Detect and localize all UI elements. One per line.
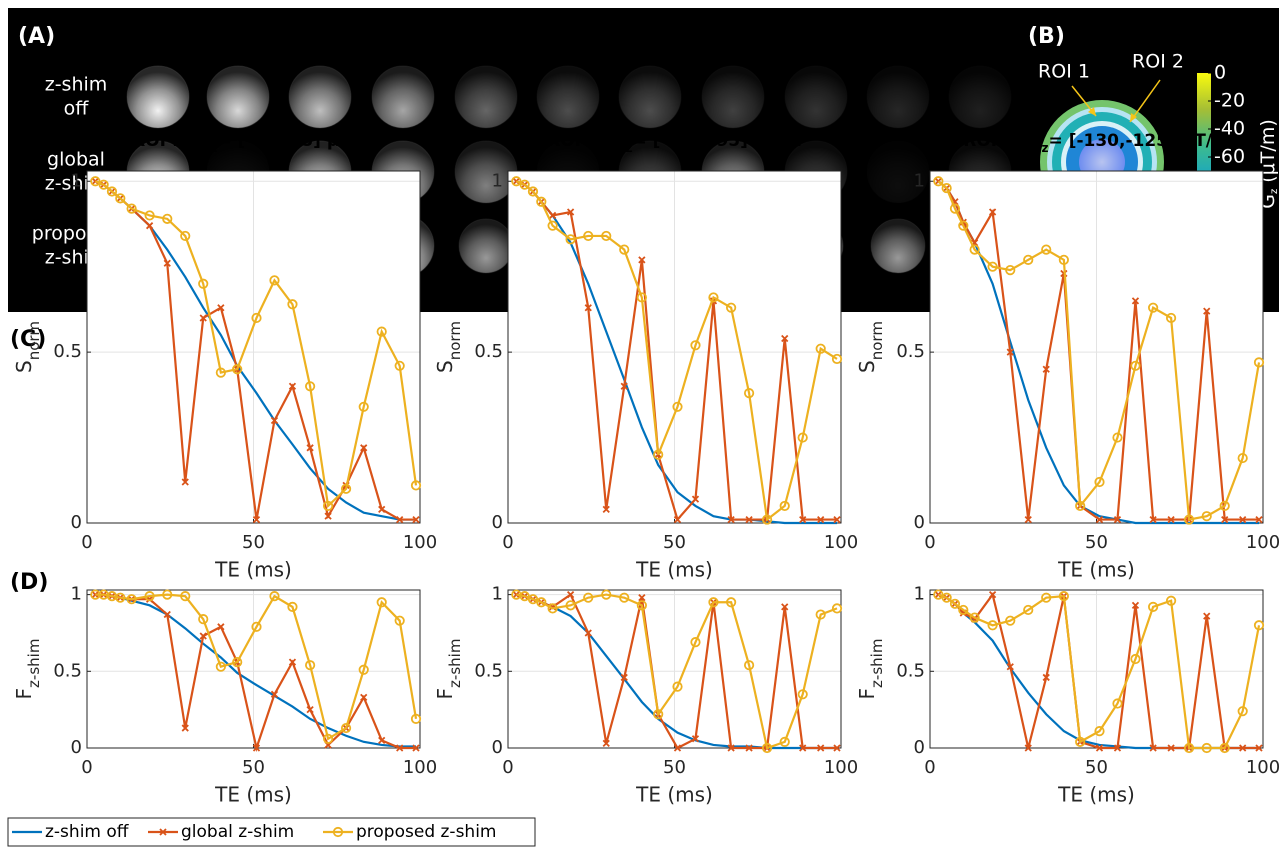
figure: (A)(B)(C)(D)z-shimoffglobalz-shimpropose… (0, 0, 1285, 848)
x-tick-label: 0 (81, 757, 92, 778)
y-axis-label-part: S (855, 360, 879, 373)
y-tick-label: 1 (492, 170, 503, 191)
legend-label: proposed z-shim (356, 822, 496, 842)
x-axis-label: TE (ms) (635, 558, 713, 582)
x-tick-label: 0 (502, 757, 513, 778)
x-tick-label: 100 (824, 757, 858, 778)
roi-label: ROI 2 (1132, 51, 1184, 73)
y-axis-label: Fz-shim (12, 639, 43, 700)
colorbar-tick-label: 0 (1214, 62, 1226, 84)
chart-title-part: z (210, 141, 217, 155)
chart-title: ROI 3: Gz= [-130,-125] μT/m (963, 131, 1229, 155)
chart-title-part: z (1042, 141, 1049, 155)
colorbar-tick-label: -20 (1214, 90, 1245, 112)
x-tick-label: 100 (1246, 532, 1280, 553)
x-tick-label: 100 (403, 532, 437, 553)
chart-title-part: ROI 1: G (132, 131, 210, 151)
panel-label: (D) (10, 570, 48, 595)
y-axis-label-part: F (433, 688, 457, 700)
y-tick-label: 1 (914, 170, 925, 191)
x-tick-label: 0 (924, 757, 935, 778)
x-axis-label: TE (ms) (214, 783, 292, 807)
y-tick-label: 0 (492, 737, 503, 758)
y-tick-label: 0.5 (53, 341, 82, 362)
panel-label: (B) (1028, 24, 1065, 49)
x-axis-label: TE (ms) (635, 783, 713, 807)
phantom (207, 66, 269, 128)
y-axis-label-part: F (855, 688, 879, 700)
y-axis-label-part: norm (446, 321, 464, 360)
chart-title-part: ROI 2: G (547, 131, 625, 151)
y-tick-label: 0 (71, 512, 82, 533)
legend-label: global z-shim (181, 822, 294, 842)
chart-title-part: = [-70,-65] μT/m (217, 131, 375, 151)
y-axis-label-part: F (12, 688, 36, 700)
x-tick-label: 50 (1085, 757, 1108, 778)
phantom (372, 66, 434, 128)
chart-title-part: = [-130,-125] μT/m (1049, 131, 1230, 151)
row-label: off (64, 98, 90, 120)
phantom (949, 66, 1011, 128)
chart-title-part: z (625, 141, 632, 155)
chart-title: ROI 2: Gz= [-100,-95] μT/m (547, 131, 802, 155)
y-tick-label: 0 (914, 737, 925, 758)
legend-label: z-shim off (45, 822, 130, 842)
x-axis-label: TE (ms) (1057, 783, 1135, 807)
x-tick-label: 50 (242, 532, 265, 553)
y-axis-label: Snorm (855, 321, 886, 373)
y-axis-label-part: z-shim (868, 639, 886, 688)
x-tick-label: 50 (663, 757, 686, 778)
panel-label: (A) (18, 24, 55, 49)
x-tick-label: 50 (242, 757, 265, 778)
phantom (537, 66, 599, 128)
y-tick-label: 0.5 (896, 660, 925, 681)
chart-title-part: = [-100,-95] μT/m (632, 131, 801, 151)
y-axis-label-part: z-shim (25, 639, 43, 688)
roi-label: ROI 1 (1038, 61, 1090, 83)
x-tick-label: 100 (1246, 757, 1280, 778)
x-tick-label: 50 (1085, 532, 1108, 553)
y-tick-label: 0.5 (896, 341, 925, 362)
y-tick-label: 1 (71, 170, 82, 191)
y-tick-label: 0.5 (474, 660, 503, 681)
row-label: global (47, 149, 105, 171)
y-tick-label: 1 (71, 584, 82, 605)
y-axis-label-part: S (12, 360, 36, 373)
phantom (459, 219, 513, 273)
row-label: z-shim (45, 74, 108, 96)
y-axis-label: Snorm (433, 321, 464, 373)
phantom (702, 66, 764, 128)
chart-title-part: ROI 3: G (963, 131, 1041, 151)
y-axis-label-part: norm (25, 321, 43, 360)
phantom (127, 66, 189, 128)
chart-title: ROI 1: Gz= [-70,-65] μT/m (132, 131, 375, 155)
y-axis-label: Fz-shim (433, 639, 464, 700)
y-tick-label: 0 (492, 512, 503, 533)
x-axis-label: TE (ms) (214, 558, 292, 582)
phantom (867, 66, 929, 128)
phantom (289, 66, 351, 128)
y-tick-label: 1 (492, 584, 503, 605)
x-tick-label: 0 (924, 532, 935, 553)
y-tick-label: 0.5 (474, 341, 503, 362)
y-tick-label: 0 (914, 512, 925, 533)
x-tick-label: 0 (81, 532, 92, 553)
x-tick-label: 50 (663, 532, 686, 553)
x-tick-label: 100 (403, 757, 437, 778)
phantom (785, 66, 847, 128)
phantom (619, 66, 681, 128)
x-tick-label: 100 (824, 532, 858, 553)
x-tick-label: 0 (502, 532, 513, 553)
x-axis-label: TE (ms) (1057, 558, 1135, 582)
y-axis-label: Fz-shim (855, 639, 886, 700)
y-axis-label-part: norm (868, 321, 886, 360)
y-tick-label: 0 (71, 737, 82, 758)
y-axis-label-part: z-shim (446, 639, 464, 688)
y-tick-label: 0.5 (53, 660, 82, 681)
y-axis-label-part: S (433, 360, 457, 373)
y-tick-label: 1 (914, 584, 925, 605)
phantom (871, 219, 925, 273)
phantom (455, 66, 517, 128)
